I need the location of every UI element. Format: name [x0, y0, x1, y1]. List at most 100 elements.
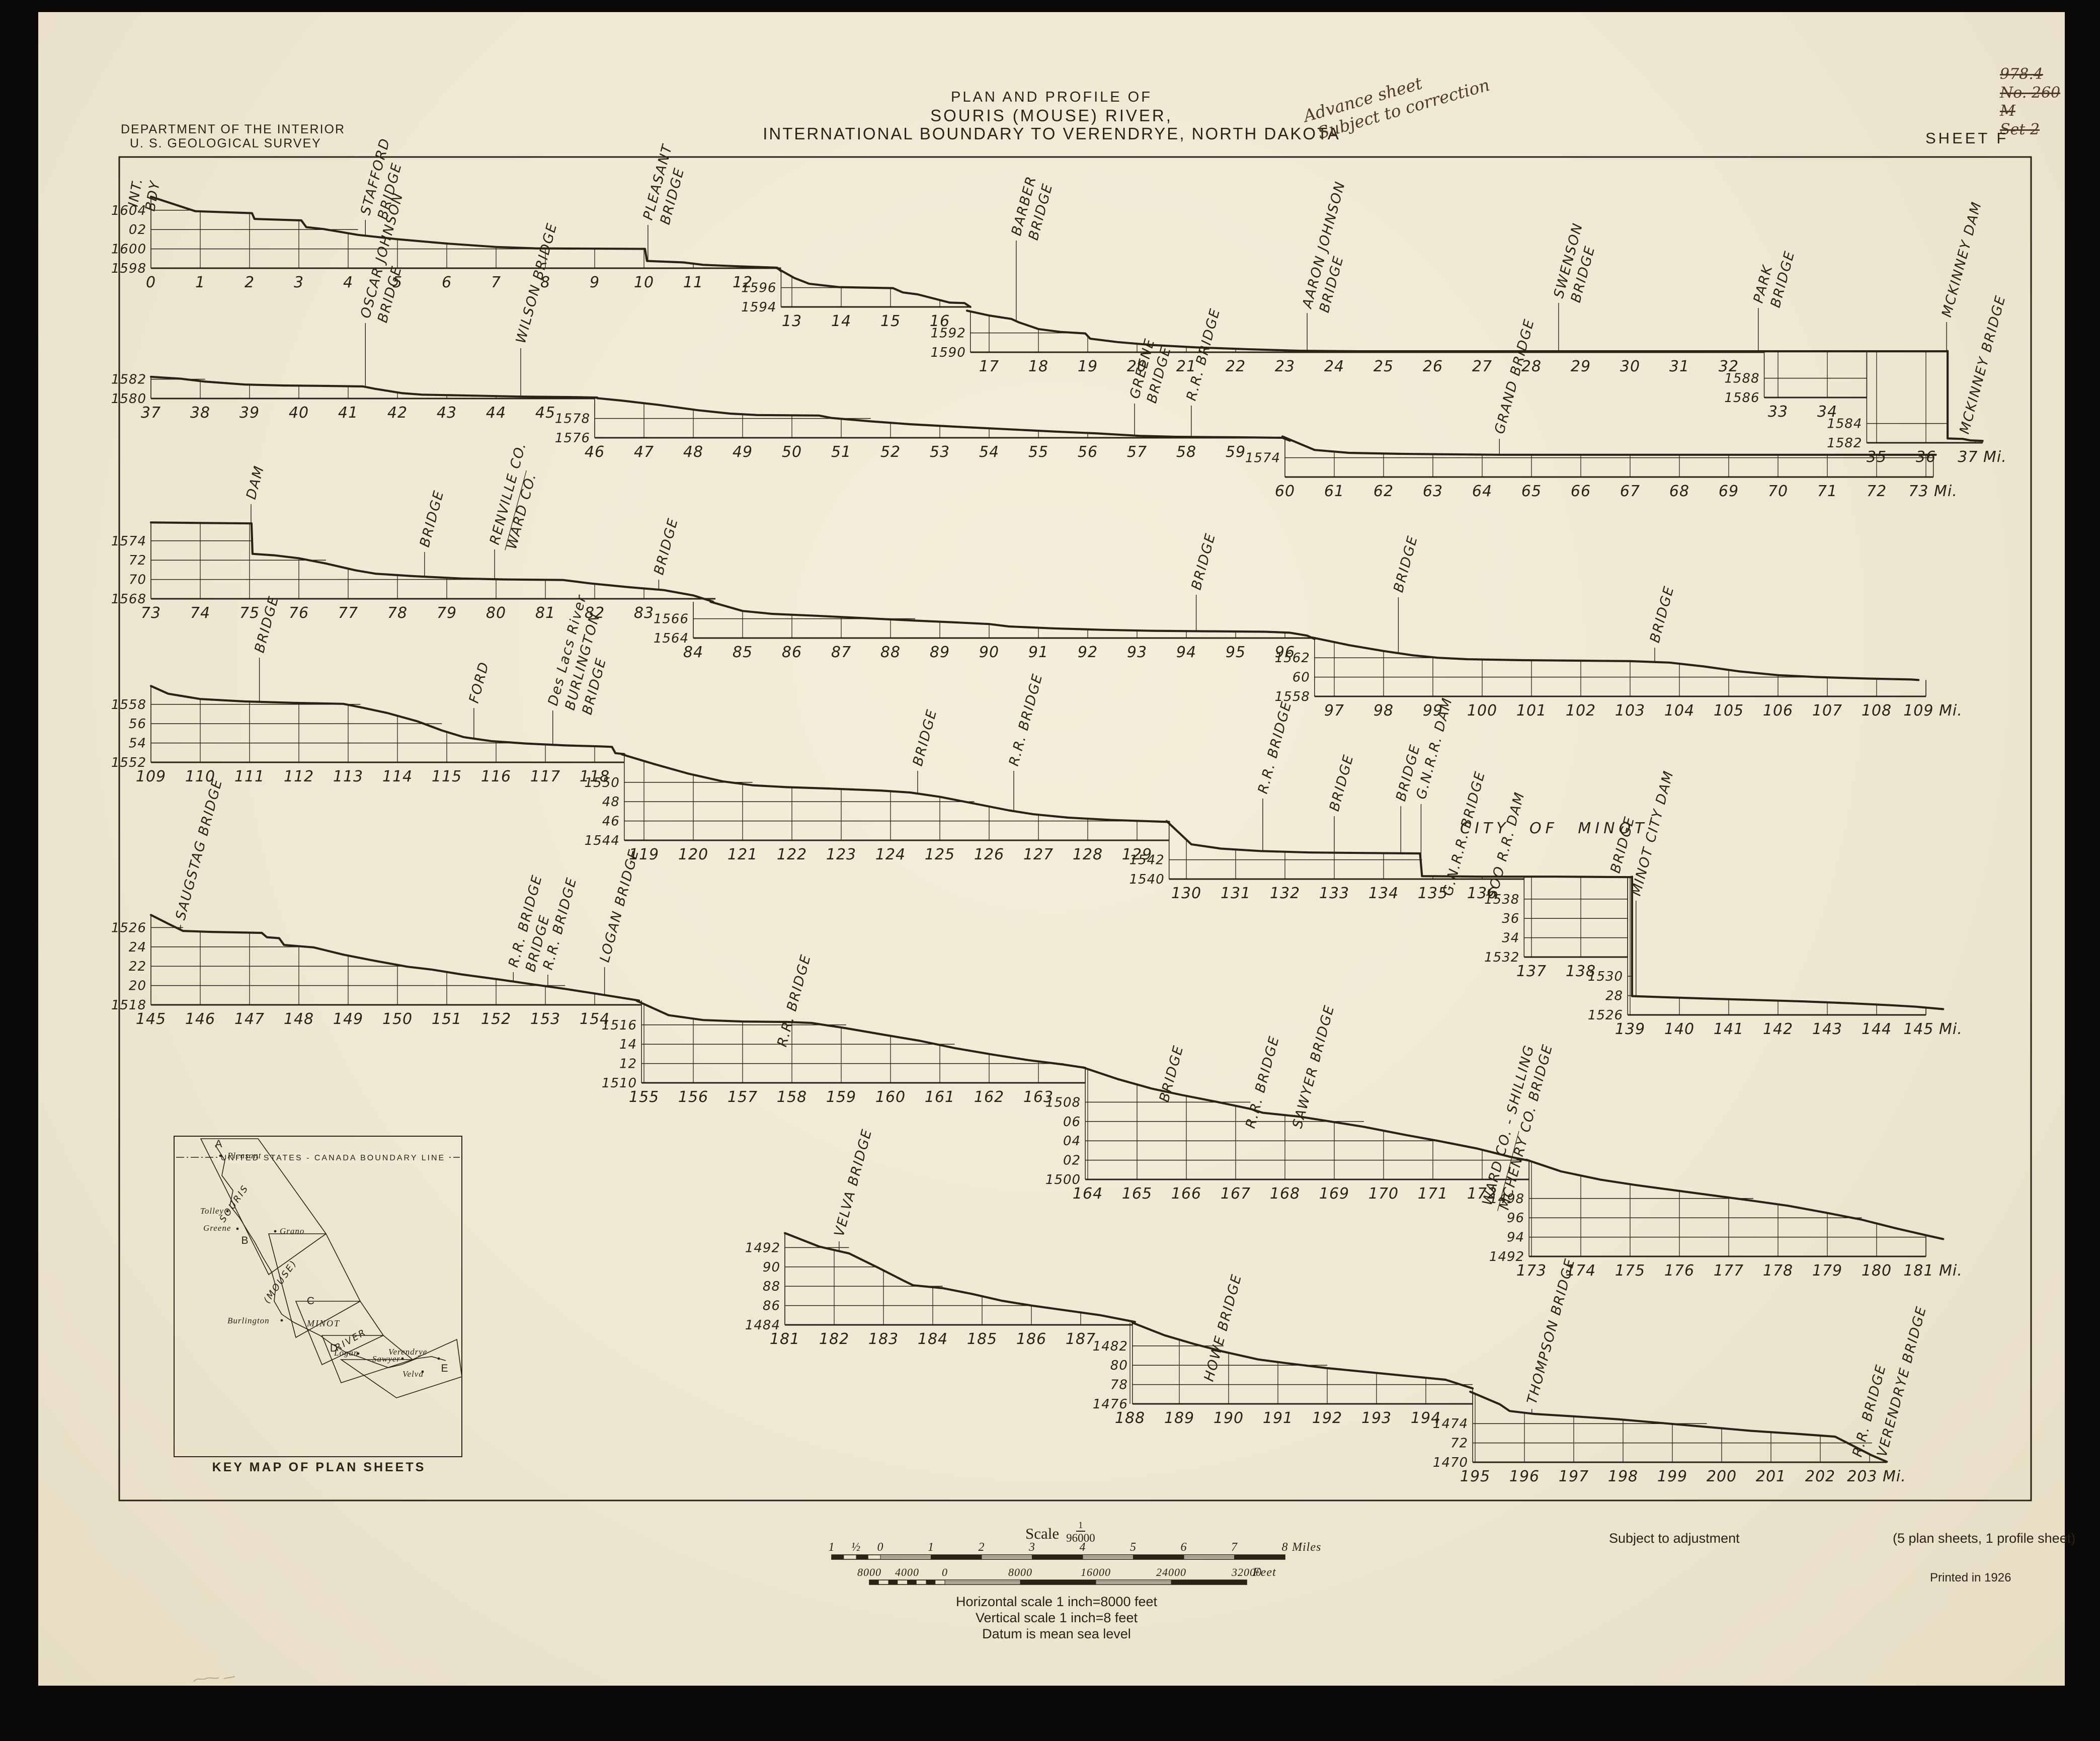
- svg-text:172: 172: [1467, 1185, 1497, 1203]
- svg-text:86: 86: [763, 1299, 780, 1314]
- svg-text:124: 124: [875, 846, 906, 863]
- svg-text:½: ½: [851, 1541, 861, 1554]
- svg-text:1580: 1580: [111, 391, 146, 407]
- svg-text:8000: 8000: [857, 1566, 881, 1578]
- svg-text:04: 04: [1063, 1134, 1081, 1149]
- river-course: [215, 1145, 446, 1368]
- svg-text:185: 185: [967, 1330, 997, 1348]
- svg-text:149: 149: [333, 1010, 363, 1028]
- svg-text:1576: 1576: [555, 431, 590, 446]
- svg-text:WILSON BRIDGE: WILSON BRIDGE: [513, 221, 560, 345]
- scale-fraction: 1 96000: [1066, 1521, 1095, 1544]
- svg-text:188: 188: [1115, 1409, 1145, 1427]
- svg-text:21: 21: [1176, 358, 1196, 375]
- svg-text:1470: 1470: [1433, 1455, 1468, 1470]
- svg-text:1508: 1508: [1045, 1095, 1081, 1110]
- svg-text:24000: 24000: [1156, 1566, 1186, 1578]
- svg-text:152: 152: [481, 1010, 511, 1028]
- svg-text:FORD: FORD: [466, 660, 493, 704]
- svg-text:16: 16: [930, 312, 950, 330]
- svg-text:41: 41: [338, 404, 358, 422]
- svg-text:73 Mi.: 73 Mi.: [1908, 483, 1957, 500]
- svg-text:143: 143: [1812, 1020, 1842, 1038]
- svg-text:1540: 1540: [1129, 872, 1165, 887]
- svg-text:110: 110: [185, 768, 215, 785]
- svg-text:161: 161: [925, 1088, 955, 1106]
- drawing-frame: [118, 156, 2032, 1501]
- svg-text:79: 79: [437, 604, 457, 622]
- svg-text:128: 128: [1073, 846, 1103, 863]
- svg-text:1566: 1566: [654, 612, 689, 627]
- svg-text:81: 81: [535, 604, 555, 622]
- svg-text:0: 0: [146, 274, 156, 291]
- svg-text:20: 20: [129, 979, 146, 994]
- svg-text:17: 17: [979, 358, 999, 375]
- profile-panel: 1596 1594 13 14 15 16: [741, 267, 972, 330]
- svg-text:1550: 1550: [585, 775, 620, 790]
- svg-text:1600: 1600: [111, 242, 146, 257]
- svg-text:1590: 1590: [931, 345, 966, 360]
- svg-text:89: 89: [930, 644, 950, 661]
- svg-text:105: 105: [1714, 702, 1744, 720]
- bridge-label: GRAND BRIDGE: [1492, 317, 1538, 455]
- svg-text:10: 10: [634, 274, 654, 291]
- svg-text:32000: 32000: [1231, 1566, 1262, 1578]
- svg-text:117: 117: [530, 768, 560, 785]
- svg-text:94: 94: [1176, 644, 1196, 661]
- svg-text:Grano: Grano: [280, 1226, 304, 1236]
- svg-text:139: 139: [1615, 1020, 1645, 1038]
- svg-text:96: 96: [1275, 644, 1295, 661]
- svg-text:184: 184: [918, 1330, 948, 1348]
- svg-text:DAM: DAM: [244, 464, 268, 501]
- svg-text:129: 129: [1122, 846, 1152, 863]
- svg-text:39: 39: [239, 404, 260, 422]
- svg-text:115: 115: [432, 768, 462, 785]
- svg-text:201: 201: [1756, 1468, 1786, 1485]
- bridge-label: BRIDGE: [1647, 584, 1677, 662]
- svg-text:177: 177: [1714, 1262, 1744, 1280]
- svg-text:140: 140: [1664, 1020, 1694, 1038]
- svg-text:BRIDGE: BRIDGE: [252, 594, 282, 655]
- svg-text:R.R. BRIDGE: R.R. BRIDGE: [774, 953, 814, 1049]
- svg-text:SAWYER BRIDGE: SAWYER BRIDGE: [1289, 1003, 1337, 1130]
- svg-text:Logan: Logan: [334, 1348, 358, 1358]
- svg-text:1530: 1530: [1588, 969, 1623, 984]
- svg-text:1578: 1578: [555, 412, 590, 427]
- svg-text:C: C: [307, 1295, 315, 1307]
- svg-text:23: 23: [1275, 358, 1295, 375]
- scale-fraction-numerator: 1: [1076, 1521, 1085, 1532]
- svg-text:34: 34: [1502, 931, 1519, 946]
- svg-text:BRIDGE: BRIDGE: [1647, 584, 1677, 645]
- bridge-label: R.R. BRIDGE: [1006, 672, 1046, 812]
- svg-text:203 Mi.: 203 Mi.: [1847, 1468, 1906, 1485]
- bridge-label: MCKINNEY BRIDGE: [1957, 293, 2009, 436]
- svg-text:50: 50: [782, 443, 802, 461]
- svg-text:63: 63: [1423, 483, 1443, 500]
- bridge-label: R.R. BRIDGE: [1255, 699, 1295, 851]
- svg-text:196: 196: [1509, 1468, 1540, 1485]
- svg-text:02: 02: [129, 222, 146, 238]
- svg-text:97: 97: [1324, 702, 1344, 720]
- svg-text:D: D: [330, 1342, 338, 1354]
- svg-text:BRIDGE: BRIDGE: [1391, 534, 1421, 594]
- svg-text:65: 65: [1521, 483, 1542, 500]
- svg-text:28: 28: [1605, 989, 1623, 1004]
- svg-text:Pleasant: Pleasant: [227, 1151, 262, 1160]
- handwritten-number: No. 260: [2000, 84, 2061, 102]
- svg-text:116: 116: [481, 768, 511, 785]
- svg-text:60: 60: [1293, 670, 1310, 685]
- svg-text:90: 90: [763, 1260, 780, 1275]
- svg-text:160: 160: [875, 1088, 906, 1106]
- water-surface-profile: [1947, 350, 1984, 442]
- water-surface-profile: [149, 521, 714, 603]
